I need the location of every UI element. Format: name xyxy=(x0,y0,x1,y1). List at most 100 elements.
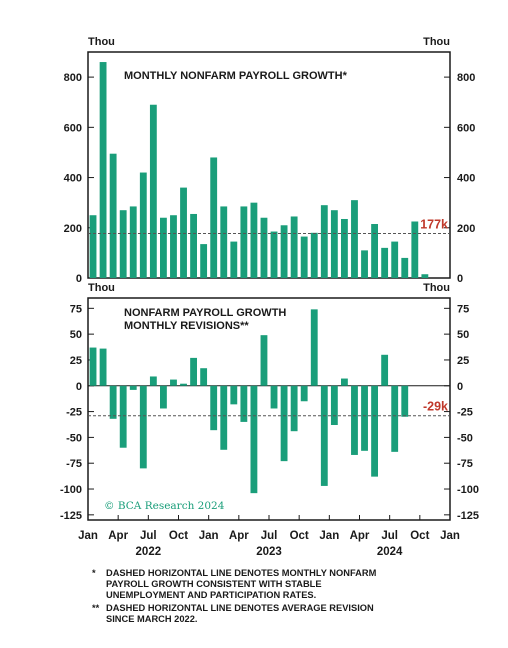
revision-bar xyxy=(99,348,107,386)
payroll-bar xyxy=(180,187,187,278)
revision-bar xyxy=(109,385,117,419)
payroll-bar xyxy=(381,247,389,278)
revision-bar xyxy=(290,385,298,432)
footnote-1-line-1: DASHED HORIZONTAL LINE DENOTES MONTHLY N… xyxy=(106,568,377,578)
footnote-1: * DASHED HORIZONTAL LINE DENOTES MONTHLY … xyxy=(92,568,376,601)
payroll-bar xyxy=(270,231,278,278)
payroll-plot-frame xyxy=(87,51,451,279)
payroll-right-tick-label: 400 xyxy=(457,173,475,185)
revision-bar xyxy=(200,368,208,386)
revision-bar xyxy=(159,385,167,409)
payroll-bar xyxy=(159,217,167,278)
revision-bar xyxy=(210,385,218,431)
revision-left-tick-label: -100 xyxy=(60,484,82,496)
revision-bar xyxy=(139,385,147,469)
payroll-bar xyxy=(340,218,348,278)
payroll-bar xyxy=(260,217,268,278)
revision-right-tick-label: 75 xyxy=(457,303,469,315)
revision-bar xyxy=(89,347,97,386)
revision-left-tick-label: 50 xyxy=(70,329,82,341)
x-month-label: Jan xyxy=(319,530,339,542)
payroll-bar xyxy=(280,225,288,278)
footnote-2-mark: ** xyxy=(92,603,100,613)
revision-bar xyxy=(300,385,308,402)
x-month-label: Apr xyxy=(108,530,128,542)
revision-bar xyxy=(381,354,389,386)
payroll-bar xyxy=(129,206,137,278)
revision-bar xyxy=(240,385,248,422)
x-year-label: 2023 xyxy=(256,546,282,558)
revision-left-tick-label: -25 xyxy=(66,407,82,419)
payroll-bar xyxy=(220,206,228,278)
revision-bar xyxy=(320,385,328,486)
payroll-bar xyxy=(240,206,248,278)
payroll-bar xyxy=(170,215,177,278)
payroll-bar xyxy=(200,244,208,278)
revision-bar xyxy=(220,385,228,450)
revision-bar xyxy=(149,376,157,386)
payroll-right-tick-label: 0 xyxy=(457,273,463,285)
payroll-bar xyxy=(330,210,338,278)
revision-bar xyxy=(401,385,409,417)
payroll-bar xyxy=(149,104,157,278)
footnote-2-line-1: DASHED HORIZONTAL LINE DENOTES AVERAGE R… xyxy=(106,603,374,613)
x-month-label: Jul xyxy=(381,530,398,542)
revision-right-tick-label: 50 xyxy=(457,329,469,341)
payroll-right-tick-label: 800 xyxy=(457,72,475,84)
payroll-bar xyxy=(119,210,127,278)
revision-reference-label: -29k xyxy=(423,400,448,414)
payroll-left-tick-label: 200 xyxy=(64,223,82,235)
revision-bar xyxy=(330,385,338,426)
revision-left-tick-label: 75 xyxy=(70,303,82,315)
revision-bar xyxy=(190,357,198,386)
payroll-bar xyxy=(99,62,107,278)
payroll-bar xyxy=(190,213,198,278)
x-year-label: 2024 xyxy=(377,546,403,558)
payroll-left-tick-label: 800 xyxy=(64,72,82,84)
revision-watermark: © BCA Research 2024 xyxy=(104,500,225,512)
revision-chart-title-line: NONFARM PAYROLL GROWTH xyxy=(124,307,286,319)
footnote-1-line-3: UNEMPLOYMENT AND PARTICIPATION RATES. xyxy=(106,590,317,600)
x-year-label: 2022 xyxy=(136,546,162,558)
payroll-left-tick-label: 400 xyxy=(64,173,82,185)
payroll-bar xyxy=(300,236,308,278)
x-month-label: Apr xyxy=(350,530,370,542)
x-month-label: Oct xyxy=(169,530,188,542)
revision-bar xyxy=(280,385,288,462)
payroll-bar xyxy=(361,250,368,278)
payroll-reference-label: 177k xyxy=(420,218,448,232)
x-month-label: Jan xyxy=(440,530,460,542)
revision-bar xyxy=(260,335,268,386)
payroll-bar xyxy=(139,172,147,278)
revision-chart-title-line: MONTHLY REVISIONS** xyxy=(124,320,249,332)
revision-right-unit-label: Thou xyxy=(423,282,450,294)
payroll-bar xyxy=(421,274,429,278)
revision-left-unit-label: Thou xyxy=(88,282,115,294)
footnote-2: ** DASHED HORIZONTAL LINE DENOTES AVERAGE… xyxy=(92,603,374,625)
payroll-left-tick-label: 0 xyxy=(76,273,82,285)
payroll-bar xyxy=(230,241,238,278)
revision-bar xyxy=(391,385,399,452)
payroll-bar xyxy=(411,221,419,278)
revision-bar xyxy=(119,385,127,448)
revision-bar xyxy=(361,385,368,451)
payroll-bar xyxy=(109,153,117,278)
revision-left-tick-label: 25 xyxy=(70,355,82,367)
revision-right-tick-label: 0 xyxy=(457,381,463,393)
payroll-right-tick-label: 600 xyxy=(457,122,475,134)
payroll-left-unit-label: Thou xyxy=(88,36,115,48)
revision-left-tick-label: -75 xyxy=(66,458,82,470)
revision-bar xyxy=(371,385,379,477)
payroll-bar xyxy=(310,232,318,278)
footnote-2-line-2: SINCE MARCH 2022. xyxy=(106,614,198,624)
revision-right-tick-label: -50 xyxy=(457,432,473,444)
revision-right-tick-label: -75 xyxy=(457,458,473,470)
payroll-bar xyxy=(401,257,409,278)
payroll-right-unit-label: Thou xyxy=(423,36,450,48)
payroll-bar xyxy=(320,205,328,278)
revision-bar xyxy=(270,385,278,409)
revision-bar xyxy=(230,385,238,405)
revision-right-tick-label: -25 xyxy=(457,407,473,419)
payroll-bar xyxy=(250,202,258,278)
